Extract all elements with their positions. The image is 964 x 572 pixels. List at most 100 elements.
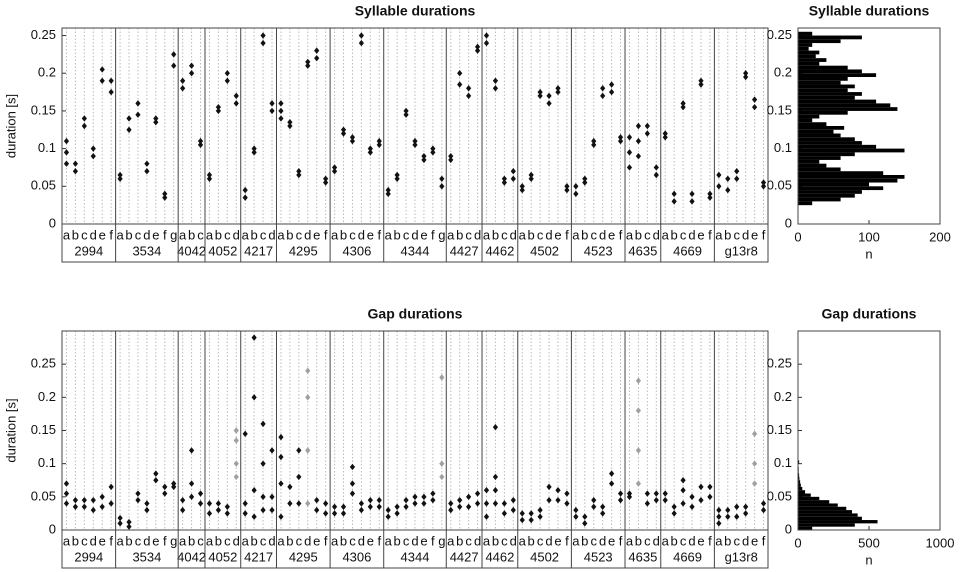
point (81, 115, 87, 122)
point (171, 51, 177, 58)
point (760, 500, 767, 507)
point (439, 175, 445, 182)
chart-title: Syllable durations (355, 3, 476, 19)
point (591, 496, 597, 504)
point (564, 490, 570, 497)
bar (798, 493, 811, 497)
point (457, 496, 463, 504)
group-label: 3534 (132, 549, 161, 564)
syllable-label: d (268, 533, 275, 548)
point (519, 516, 525, 524)
syllable-label: f (762, 227, 766, 242)
group-label: 4462 (485, 243, 514, 258)
syllable-label: f (619, 533, 623, 548)
point (734, 175, 740, 182)
group-label: 4042 (177, 243, 206, 258)
syllable-label: d (688, 533, 695, 548)
point (707, 483, 713, 491)
point (108, 88, 114, 96)
bar (798, 503, 838, 507)
point (519, 186, 525, 194)
point (474, 490, 481, 497)
y-tick-label: 0 (785, 521, 792, 536)
point (609, 88, 615, 96)
syllable-label: c (465, 227, 472, 242)
point (367, 145, 373, 152)
point (591, 503, 597, 510)
point (662, 490, 668, 497)
syllable-label: d (599, 533, 606, 548)
point (626, 490, 633, 497)
point (296, 171, 302, 179)
point (421, 156, 427, 164)
point (528, 175, 534, 182)
syllable-label: e (420, 227, 427, 242)
point (707, 190, 713, 198)
syllable-label: f (762, 533, 766, 548)
group-label: 4344 (401, 549, 430, 564)
group-label: 4344 (401, 243, 430, 258)
syllable-label: f (109, 227, 113, 242)
point (90, 506, 96, 514)
point (162, 483, 168, 491)
point (743, 73, 749, 81)
bar (798, 193, 855, 198)
point (743, 70, 749, 77)
point (206, 175, 213, 182)
point (573, 513, 579, 520)
syllable-label: b (340, 533, 347, 548)
syllable-label: a (277, 533, 285, 548)
point (609, 81, 615, 88)
point (698, 496, 704, 504)
syllable-label: f (565, 533, 569, 548)
syllable-label: a (116, 227, 124, 242)
y-tick-label: 0.1 (38, 140, 56, 155)
bar (798, 95, 855, 100)
syllable-label: c (81, 533, 88, 548)
syllable-label: b (251, 227, 258, 242)
point (197, 500, 204, 507)
bar (798, 92, 862, 96)
syllable-label: c (349, 227, 356, 242)
point (492, 500, 499, 507)
point (653, 490, 659, 497)
bar (798, 159, 820, 164)
point (635, 152, 642, 160)
point (63, 500, 70, 507)
point (251, 394, 257, 401)
syllable-label: c (135, 227, 142, 242)
point (63, 490, 70, 497)
point (483, 32, 490, 39)
bar (798, 500, 830, 504)
syllable-label: a (662, 533, 670, 548)
point (251, 149, 257, 156)
point (716, 171, 722, 179)
x-tick-label: 200 (929, 229, 951, 244)
y-tick-label: 0.1 (774, 140, 792, 155)
point (537, 506, 543, 514)
syllable-label: c (537, 227, 544, 242)
point (99, 77, 105, 84)
point (233, 473, 239, 481)
syllable-label: a (206, 227, 214, 242)
point (323, 179, 329, 186)
point (90, 152, 96, 160)
point (483, 39, 490, 47)
point (188, 493, 195, 501)
point (421, 493, 427, 501)
frame (797, 27, 941, 225)
point (635, 377, 642, 384)
point (546, 92, 552, 100)
syllable-label: g (170, 227, 177, 242)
syllable-label: d (545, 227, 552, 242)
bar (798, 58, 827, 62)
syllable-label: c (403, 533, 410, 548)
y-tick-label: 0.25 (31, 27, 56, 42)
point (483, 500, 490, 507)
point (734, 168, 740, 175)
point (528, 516, 534, 524)
syllable-label: d (233, 533, 240, 548)
point (698, 483, 704, 491)
bar (798, 190, 862, 194)
bar (798, 103, 891, 108)
